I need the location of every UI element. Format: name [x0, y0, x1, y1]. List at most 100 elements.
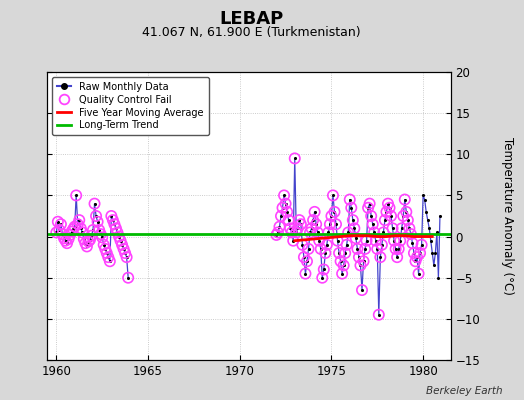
Point	[53, 218, 62, 225]
Point	[110, 221, 118, 228]
Point	[110, 221, 118, 228]
Point	[69, 226, 78, 232]
Point	[401, 196, 409, 203]
Point	[272, 232, 281, 238]
Point	[310, 209, 319, 215]
Point	[341, 250, 350, 256]
Point	[103, 250, 111, 256]
Point	[373, 246, 381, 252]
Point	[324, 229, 333, 236]
Point	[57, 221, 65, 228]
Point	[372, 238, 380, 244]
Point	[414, 270, 423, 277]
Point	[340, 262, 348, 268]
Point	[353, 246, 362, 252]
Point	[407, 231, 415, 237]
Point	[104, 254, 113, 260]
Point	[285, 217, 293, 223]
Point	[81, 240, 90, 246]
Point	[323, 242, 331, 248]
Point	[100, 242, 108, 248]
Point	[124, 274, 133, 281]
Point	[420, 196, 429, 203]
Point	[300, 254, 308, 260]
Point	[66, 232, 74, 238]
Point	[382, 209, 390, 215]
Point	[88, 232, 96, 239]
Point	[293, 225, 302, 232]
Point	[405, 225, 413, 232]
Point	[358, 287, 366, 293]
Point	[95, 227, 103, 233]
Point	[428, 250, 436, 256]
Point	[413, 254, 421, 260]
Point	[391, 246, 400, 252]
Point	[363, 238, 371, 244]
Point	[408, 240, 417, 246]
Point	[309, 217, 317, 223]
Point	[68, 228, 76, 235]
Point	[373, 246, 381, 252]
Point	[118, 242, 126, 248]
Point	[378, 242, 386, 248]
Point	[55, 227, 63, 233]
Point	[61, 238, 70, 244]
Text: Berkeley Earth: Berkeley Earth	[427, 386, 503, 396]
Point	[316, 246, 325, 252]
Point	[352, 235, 360, 242]
Point	[301, 270, 310, 277]
Point	[367, 213, 375, 219]
Point	[359, 258, 368, 264]
Point	[313, 229, 322, 236]
Point	[84, 238, 93, 245]
Point	[329, 192, 337, 199]
Point	[381, 217, 389, 223]
Point	[418, 242, 426, 248]
Point	[363, 238, 371, 244]
Point	[341, 250, 350, 256]
Point	[388, 225, 397, 232]
Point	[115, 233, 123, 240]
Point	[336, 258, 345, 264]
Point	[405, 225, 413, 232]
Point	[361, 246, 369, 252]
Point	[73, 221, 82, 228]
Point	[431, 250, 440, 256]
Point	[365, 200, 374, 207]
Point	[308, 225, 316, 232]
Point	[106, 258, 114, 264]
Point	[275, 224, 283, 230]
Point	[283, 209, 291, 215]
Point	[312, 221, 320, 228]
Point	[293, 225, 302, 232]
Point	[90, 200, 99, 207]
Point	[396, 238, 405, 244]
Point	[93, 218, 102, 225]
Point	[70, 224, 79, 230]
Point	[272, 232, 281, 238]
Point	[348, 217, 357, 223]
Point	[328, 213, 336, 219]
Point	[280, 192, 288, 199]
Point	[385, 204, 394, 211]
Point	[391, 246, 400, 252]
Point	[388, 225, 397, 232]
Point	[324, 229, 333, 236]
Point	[52, 229, 61, 236]
Point	[58, 231, 67, 237]
Point	[384, 200, 392, 207]
Point	[410, 250, 418, 256]
Point	[370, 229, 378, 236]
Point	[108, 217, 117, 223]
Point	[427, 238, 435, 244]
Point	[381, 217, 389, 223]
Point	[84, 238, 93, 245]
Point	[297, 221, 305, 228]
Point	[113, 229, 122, 236]
Point	[414, 270, 423, 277]
Point	[103, 250, 111, 256]
Point	[416, 250, 424, 256]
Point	[95, 227, 103, 233]
Point	[370, 229, 378, 236]
Point	[80, 236, 88, 242]
